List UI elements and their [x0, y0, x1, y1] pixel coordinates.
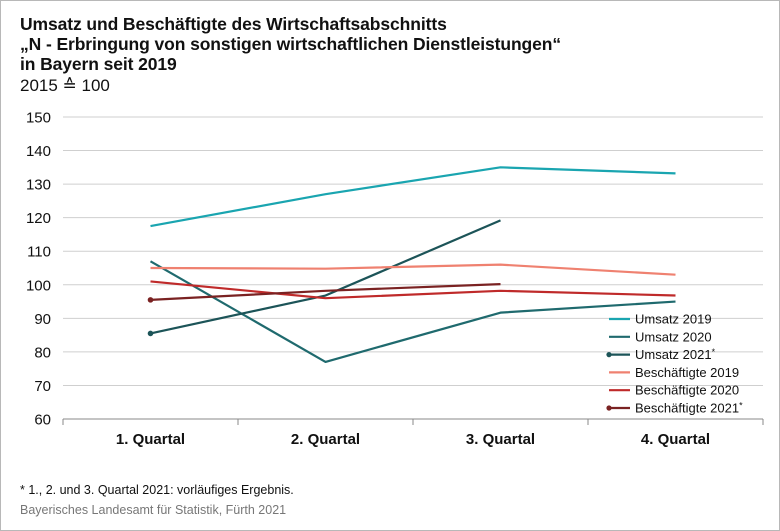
x-axis: 1. Quartal 2. Quartal 3. Quartal 4. Quartal [62, 419, 764, 448]
x-tick-label: 1. Quartal [116, 431, 185, 448]
source-note: Bayerisches Landesamt für Statistik, Für… [20, 503, 287, 517]
chart-subtitle: 2015 ≙ 100 [20, 76, 110, 95]
chart-title-line-2: „N - Erbringung von sonstigen wirtschaft… [20, 34, 562, 54]
legend-label: Umsatz 2020 [635, 329, 712, 344]
y-tick-label: 70 [34, 378, 51, 395]
y-tick-label: 90 [34, 311, 51, 328]
series-marker [147, 297, 154, 303]
series-line [150, 219, 501, 335]
series-line [150, 166, 676, 228]
footnote: * 1., 2. und 3. Quartal 2021: vorläufige… [20, 483, 294, 497]
y-tick-label: 150 [26, 110, 51, 127]
y-tick-label: 110 [27, 244, 51, 261]
series-lines [147, 166, 676, 364]
y-axis: 60 70 80 90 100 110 120 130 140 150 [26, 110, 51, 429]
legend: Umsatz 2019 Umsatz 2020 Umsatz 2021* Beschä… [606, 312, 743, 416]
series-line [150, 283, 501, 301]
legend-label: Umsatz 2021* [635, 347, 716, 362]
y-tick-label: 120 [26, 210, 51, 227]
x-tick-label: 2. Quartal [291, 431, 360, 448]
chart-title-line-1: Umsatz und Beschäftigte des Wirtschaftsa… [20, 14, 447, 34]
y-tick-label: 80 [34, 344, 51, 361]
x-tick-label: 3. Quartal [466, 431, 535, 448]
y-tick-label: 100 [26, 277, 51, 294]
gridlines [63, 116, 763, 420]
y-tick-label: 60 [34, 412, 51, 429]
series-marker [147, 330, 154, 337]
y-tick-label: 140 [26, 143, 51, 160]
legend-marker [606, 405, 612, 411]
series-line [150, 280, 676, 300]
legend-label: Beschäftigte 2020 [635, 383, 739, 398]
legend-label: Beschäftigte 2021* [635, 401, 743, 416]
series-line [150, 263, 676, 276]
legend-marker [606, 352, 612, 358]
x-tick-label: 4. Quartal [641, 431, 710, 448]
chart-title-line-3: in Bayern seit 2019 [20, 54, 177, 74]
legend-label: Umsatz 2019 [635, 312, 712, 327]
y-tick-label: 130 [26, 177, 51, 194]
legend-label: Beschäftigte 2019 [635, 365, 739, 380]
series-line [149, 260, 676, 364]
line-chart: 60 70 80 90 100 110 120 130 140 150 1. Quartal 2. … [26, 110, 764, 448]
